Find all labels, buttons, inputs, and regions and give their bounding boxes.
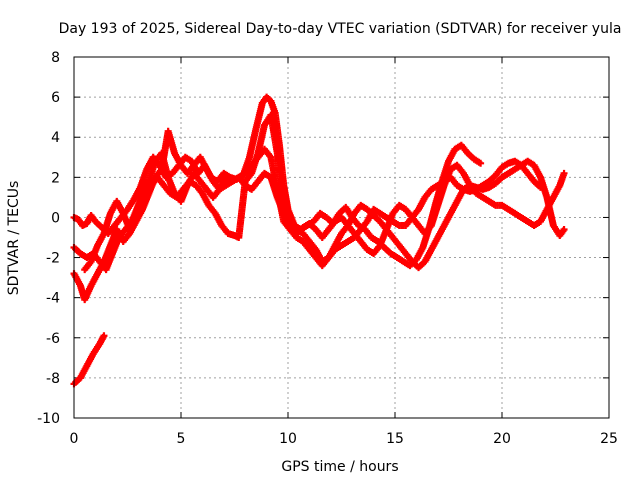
y-axis-label: SDTVAR / TECUs: [6, 181, 22, 296]
x-tick-label: 15: [386, 431, 404, 447]
x-tick-label: 20: [493, 431, 511, 447]
plot-frame: [73, 56, 610, 419]
y-tick-label: 0: [51, 210, 60, 226]
y-tick-label: 4: [51, 130, 60, 146]
series-track-e: [81, 127, 568, 274]
y-tick-label: -8: [46, 371, 60, 387]
x-tick-label: 5: [177, 431, 186, 447]
chart-title: Day 193 of 2025, Sidereal Day-to-day VTE…: [59, 21, 622, 37]
data-point: [560, 225, 568, 233]
y-tick-label: 8: [51, 50, 60, 66]
y-tick-label: -4: [46, 291, 60, 307]
y-tick-label: -2: [46, 251, 60, 267]
x-tick-label: 25: [600, 431, 618, 447]
y-tick-label: 6: [51, 90, 60, 106]
y-tick-label: -6: [46, 331, 60, 347]
x-tick-label: 0: [70, 431, 79, 447]
data-points: [70, 93, 568, 388]
y-tick-label: 2: [51, 170, 60, 186]
data-point: [100, 332, 108, 340]
y-tick-label: -10: [37, 411, 60, 427]
data-point: [477, 159, 485, 167]
data-point: [560, 169, 568, 177]
axis-ticks: 0 5 10 15 20 25 -10 -8 -6 -4 -2 0 2 4 6 8: [37, 50, 618, 447]
x-axis-label: GPS time / hours: [281, 459, 398, 475]
series-track-a: [70, 332, 108, 388]
x-tick-label: 10: [279, 431, 297, 447]
